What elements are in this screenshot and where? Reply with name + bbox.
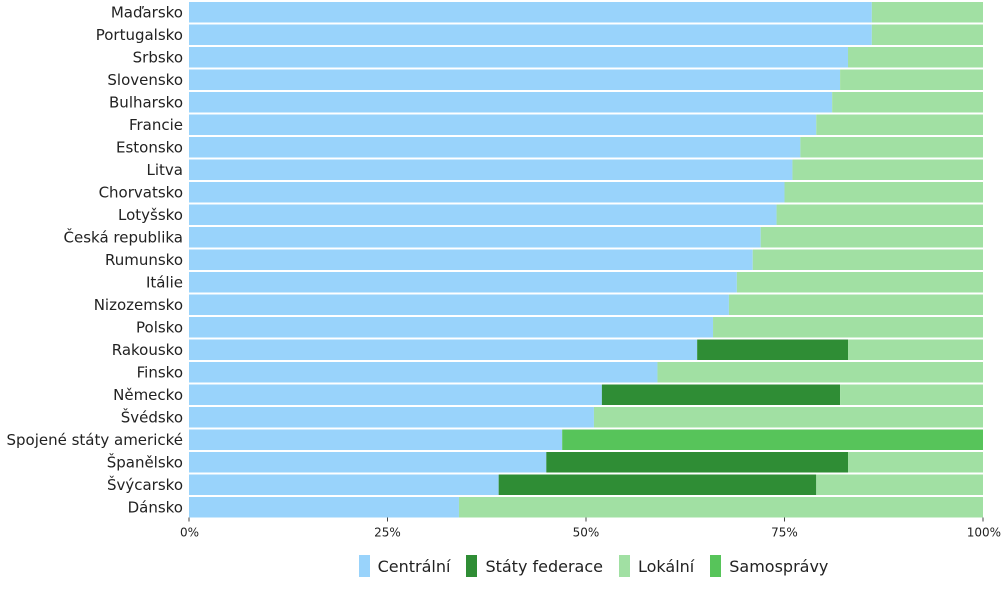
category-label: Rakousko xyxy=(112,341,183,359)
bar-segment xyxy=(189,497,459,518)
category-label: Litva xyxy=(147,161,183,179)
bar-segment xyxy=(189,227,761,248)
bar-segment xyxy=(792,159,983,180)
category-label: Nizozemsko xyxy=(94,296,183,314)
category-label: Lotyšsko xyxy=(118,206,183,224)
category-label: Polsko xyxy=(136,318,183,336)
bar-segment xyxy=(189,159,793,180)
category-label: Španělsko xyxy=(107,452,183,471)
legend-label: Samosprávy xyxy=(729,556,829,576)
bar-segment xyxy=(189,407,594,428)
bar-segment xyxy=(189,362,658,383)
bar-segment xyxy=(816,474,983,495)
category-label: Estonsko xyxy=(116,138,183,156)
category-label: Slovensko xyxy=(107,71,183,89)
x-tick-label: 75% xyxy=(771,526,798,540)
bar-segment xyxy=(189,69,841,90)
stacked-bar-chart: Maďarsko Portugalsko Srbsko Slovensko Bulhar… xyxy=(6,2,1001,540)
category-label: Itálie xyxy=(146,273,183,291)
bar-segment xyxy=(848,452,983,473)
category-labels: Maďarsko Portugalsko Srbsko Slovensko Bulhar… xyxy=(6,3,183,516)
bar-segment xyxy=(832,92,983,113)
x-tick-label: 25% xyxy=(374,526,401,540)
x-tick-label: 100% xyxy=(967,526,1001,540)
bar-segment xyxy=(562,429,983,450)
bar-segment xyxy=(800,137,983,158)
bar-segment xyxy=(189,137,801,158)
bar-segment xyxy=(189,204,777,225)
bar-segment xyxy=(840,384,983,405)
bar-segment xyxy=(760,227,983,248)
bar-segment xyxy=(871,2,983,23)
bar-segment xyxy=(189,429,563,450)
bar-segment xyxy=(189,24,872,45)
bar-segment xyxy=(189,92,833,113)
bar-segment xyxy=(189,474,499,495)
category-label: Francie xyxy=(129,116,183,134)
legend-swatch xyxy=(358,555,370,577)
bar-segment xyxy=(189,339,698,360)
bar-segment xyxy=(657,362,983,383)
bar-segment xyxy=(871,24,983,45)
bar-segment xyxy=(713,317,983,338)
x-tick-label: 50% xyxy=(573,526,600,540)
bar-segment xyxy=(189,272,737,293)
bar-segment xyxy=(189,249,753,270)
legend-label: Centrální xyxy=(377,556,451,576)
legend: Centrální Státy federace Lokální Samosprávy xyxy=(0,553,1002,579)
category-label: Rumunsko xyxy=(105,251,183,269)
category-label: Německo xyxy=(113,386,183,404)
bar-segment xyxy=(189,2,872,23)
legend-label: Lokální xyxy=(638,556,695,576)
category-label: Bulharsko xyxy=(109,93,183,111)
x-tick-label: 0% xyxy=(180,526,199,540)
bar-segment xyxy=(816,114,983,135)
legend-swatch xyxy=(710,555,722,577)
bar-segment xyxy=(546,452,849,473)
category-label: Švýcarsko xyxy=(107,475,183,494)
bar-segment xyxy=(189,384,602,405)
x-axis-ticks: 0% 25% 50% 75% 100% xyxy=(180,517,1001,540)
bar-segment xyxy=(189,317,714,338)
legend-item: Centrální xyxy=(358,555,451,577)
legend-item: Státy federace xyxy=(466,555,603,577)
bar-segment xyxy=(752,249,983,270)
bar-segment xyxy=(848,339,983,360)
bar-segment xyxy=(776,204,983,225)
legend-item: Samosprávy xyxy=(710,555,828,577)
category-label: Švédsko xyxy=(121,407,183,426)
bar-segment xyxy=(840,69,983,90)
category-label: Dánsko xyxy=(128,498,183,516)
bar-segment xyxy=(189,294,729,315)
bar-segment xyxy=(697,339,849,360)
bar-segment xyxy=(593,407,983,428)
bar-segment xyxy=(189,452,547,473)
bar-segment xyxy=(189,47,849,68)
bar-segment xyxy=(189,114,817,135)
bar-segment xyxy=(498,474,817,495)
bar-segment xyxy=(189,182,785,203)
bar-segment xyxy=(728,294,983,315)
bar-segment xyxy=(736,272,983,293)
category-label: Česká republika xyxy=(64,227,183,246)
bars-layer xyxy=(189,2,984,518)
category-label: Finsko xyxy=(137,363,183,381)
bar-segment xyxy=(784,182,983,203)
bar-segment xyxy=(848,47,983,68)
bar-segment xyxy=(601,384,841,405)
category-label: Maďarsko xyxy=(111,3,183,21)
legend-swatch xyxy=(466,555,478,577)
legend-item: Lokální xyxy=(619,555,694,577)
bar-segment xyxy=(458,497,984,518)
legend-swatch xyxy=(619,555,630,577)
category-label: Srbsko xyxy=(133,48,183,66)
category-label: Chorvatsko xyxy=(99,183,183,201)
category-label: Spojené státy americké xyxy=(6,431,183,449)
legend-label: Státy federace xyxy=(485,556,603,576)
category-label: Portugalsko xyxy=(96,26,183,44)
